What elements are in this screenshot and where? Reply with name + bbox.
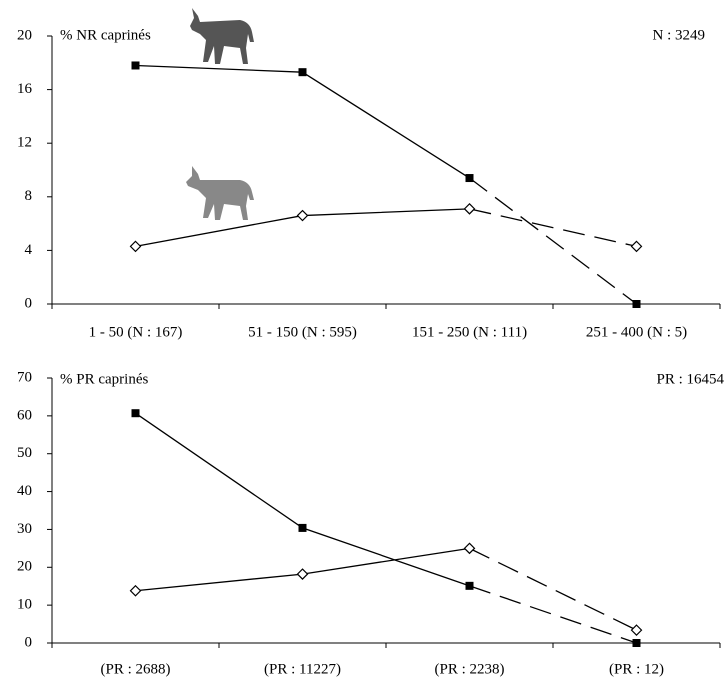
y-tick-label: 0 bbox=[25, 634, 33, 650]
marker bbox=[630, 624, 643, 636]
x-tick-label: (PR : 12) bbox=[609, 661, 664, 677]
x-tick-label: (PR : 11227) bbox=[264, 661, 341, 677]
y-tick-label: 20 bbox=[17, 559, 32, 575]
marker bbox=[630, 240, 643, 253]
marker bbox=[129, 240, 142, 253]
y-tick-label: 50 bbox=[17, 445, 32, 461]
marker bbox=[131, 61, 140, 70]
y-tick-label: 60 bbox=[17, 407, 32, 423]
series-line bbox=[135, 412, 470, 587]
annotation: N : 3249 bbox=[653, 27, 706, 43]
marker bbox=[129, 584, 142, 597]
marker bbox=[296, 209, 309, 222]
goat-icon bbox=[190, 8, 254, 64]
series-line bbox=[135, 64, 470, 179]
y-tick-label: 12 bbox=[17, 135, 32, 151]
series-line-dashed bbox=[469, 177, 637, 305]
chart-title: % NR caprinés bbox=[60, 27, 151, 43]
marker bbox=[131, 409, 140, 418]
x-tick-label: (PR : 2688) bbox=[100, 661, 170, 677]
y-tick-label: 16 bbox=[17, 81, 33, 97]
marker bbox=[465, 581, 474, 590]
y-tick-label: 4 bbox=[25, 242, 33, 258]
goat-icon bbox=[186, 166, 254, 220]
y-tick-label: 40 bbox=[17, 483, 32, 499]
y-tick-label: 20 bbox=[17, 27, 32, 43]
y-tick-label: 30 bbox=[17, 521, 32, 537]
marker bbox=[298, 523, 307, 532]
annotation: PR : 16454 bbox=[656, 371, 724, 387]
x-tick-label: 1 - 50 (N : 167) bbox=[89, 324, 183, 340]
marker bbox=[298, 68, 307, 77]
x-tick-label: (PR : 2238) bbox=[434, 661, 504, 677]
y-tick-label: 70 bbox=[17, 369, 32, 385]
y-tick-label: 8 bbox=[25, 188, 33, 204]
series-line-dashed bbox=[469, 208, 637, 248]
marker bbox=[296, 568, 309, 580]
marker bbox=[465, 174, 474, 183]
y-tick-label: 0 bbox=[25, 295, 33, 311]
series-line-dashed bbox=[469, 547, 637, 631]
series-line-dashed bbox=[469, 585, 637, 644]
marker bbox=[463, 542, 476, 555]
marker bbox=[632, 639, 641, 647]
x-tick-label: 151 - 250 (N : 111) bbox=[412, 324, 527, 340]
marker bbox=[632, 300, 641, 308]
x-tick-label: 251 - 400 (N : 5) bbox=[586, 324, 687, 340]
chart-title: % PR caprinés bbox=[60, 371, 148, 387]
y-tick-label: 10 bbox=[17, 597, 32, 613]
x-tick-label: 51 - 150 (N : 595) bbox=[248, 324, 357, 340]
marker bbox=[463, 203, 476, 215]
